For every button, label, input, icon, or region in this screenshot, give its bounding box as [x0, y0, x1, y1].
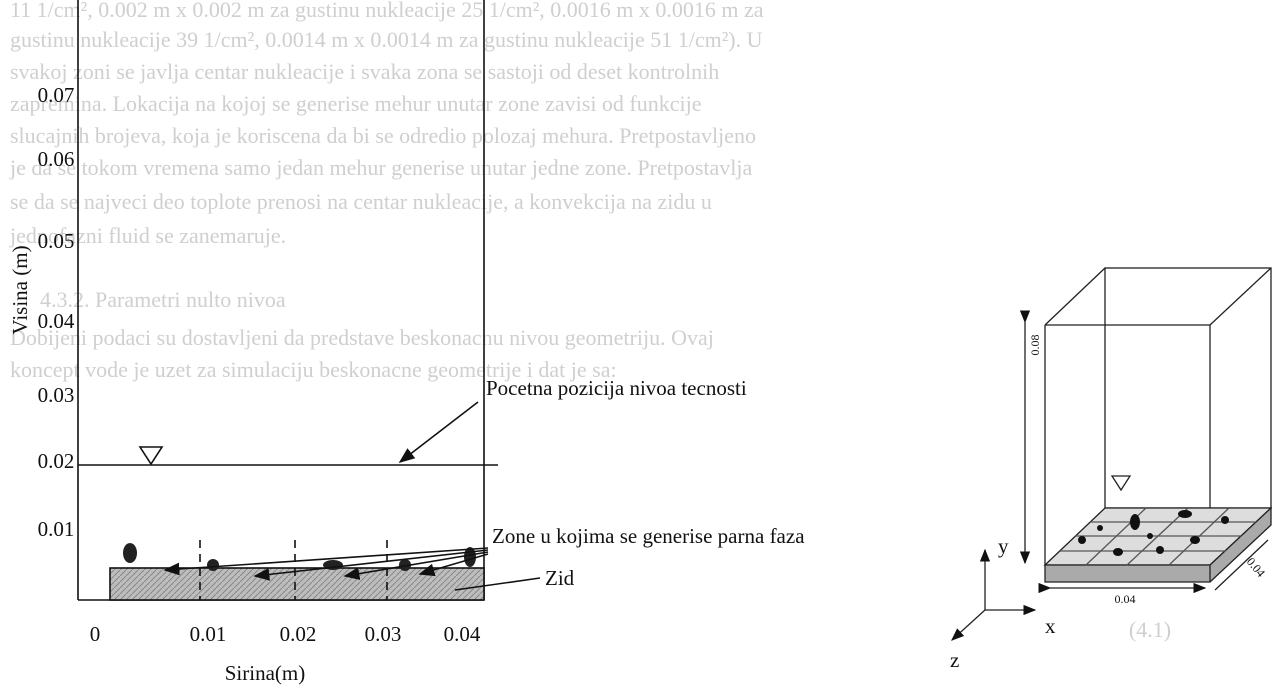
wall [109, 567, 485, 601]
x-axis-label: Sirina(m) [225, 661, 305, 685]
x-tick-label: 0.02 [280, 622, 317, 646]
y-axis-label: Visina (m) [8, 245, 32, 334]
y-tick-label: 0.07 [38, 83, 75, 107]
y-tick-label: 0.04 [38, 309, 75, 333]
y-tick-label: 0.01 [38, 517, 75, 541]
annotation: Pocetna pozicija nivoa tecnosti [486, 376, 747, 400]
y-tick-label: 0.05 [38, 229, 75, 253]
wall-pointer [454, 577, 541, 591]
dimension-label: 0.04 [1244, 555, 1268, 580]
zone-dividers [199, 540, 388, 600]
axis-label: z [950, 648, 959, 672]
box-back [1104, 267, 1272, 509]
axis-label: y [998, 534, 1009, 558]
equation-number: (4.1) [1129, 617, 1171, 642]
background-line: svakoj zoni se javlja centar nukleacije … [10, 59, 719, 84]
arrow [398, 401, 479, 463]
x-tick-label: 0.03 [365, 622, 402, 646]
y-tick-label: 0.03 [38, 383, 75, 407]
background-line: gustinu nukleacije 39 1/cm², 0.0014 m x … [10, 27, 763, 52]
background-line: zapremina. Lokacija na kojoj se generise… [10, 91, 702, 116]
zone-arrows [163, 547, 489, 581]
right-figure [951, 267, 1272, 641]
y-tick-label: 0.06 [38, 147, 75, 171]
background-line: se da se najveci deo toplote prenosi na … [10, 189, 712, 214]
x-tick-label: 0 [90, 622, 101, 646]
left-figure [77, 0, 541, 601]
background-line: Dobijeni podaci su dostavljeni da predst… [10, 325, 714, 350]
dimension-label: 0.04 [1115, 592, 1136, 606]
annotation: Zone u kojima se generise parna faza [492, 524, 805, 548]
axis-label: x [1045, 614, 1056, 638]
background-line: slucajnih brojeva, koja je koriscena da … [10, 123, 756, 148]
background-text: 11 1/cm², 0.002 m x 0.002 m za gustinu n… [9, 0, 764, 382]
dimension-label: 0.08 [1028, 335, 1042, 356]
background-line: jednofazni fluid se zanemaruje. [9, 223, 286, 248]
x-tick-label: 0.04 [444, 622, 481, 646]
level-triangle [138, 446, 164, 466]
y-tick-label: 0.02 [38, 449, 75, 473]
background-line: koncept vode je uzet za simulaciju besko… [10, 357, 617, 382]
background-line: 11 1/cm², 0.002 m x 0.002 m za gustinu n… [10, 0, 764, 22]
background-line: 4.3.2. Parametri nulto nivoa [40, 287, 286, 312]
x-tick-label: 0.01 [190, 622, 227, 646]
annotation: Zid [545, 566, 575, 590]
background-line: je da se tokom vremena samo jedan mehur … [9, 155, 752, 180]
